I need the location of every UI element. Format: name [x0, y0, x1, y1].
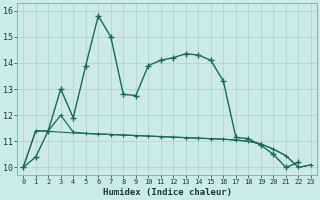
- X-axis label: Humidex (Indice chaleur): Humidex (Indice chaleur): [103, 188, 232, 197]
